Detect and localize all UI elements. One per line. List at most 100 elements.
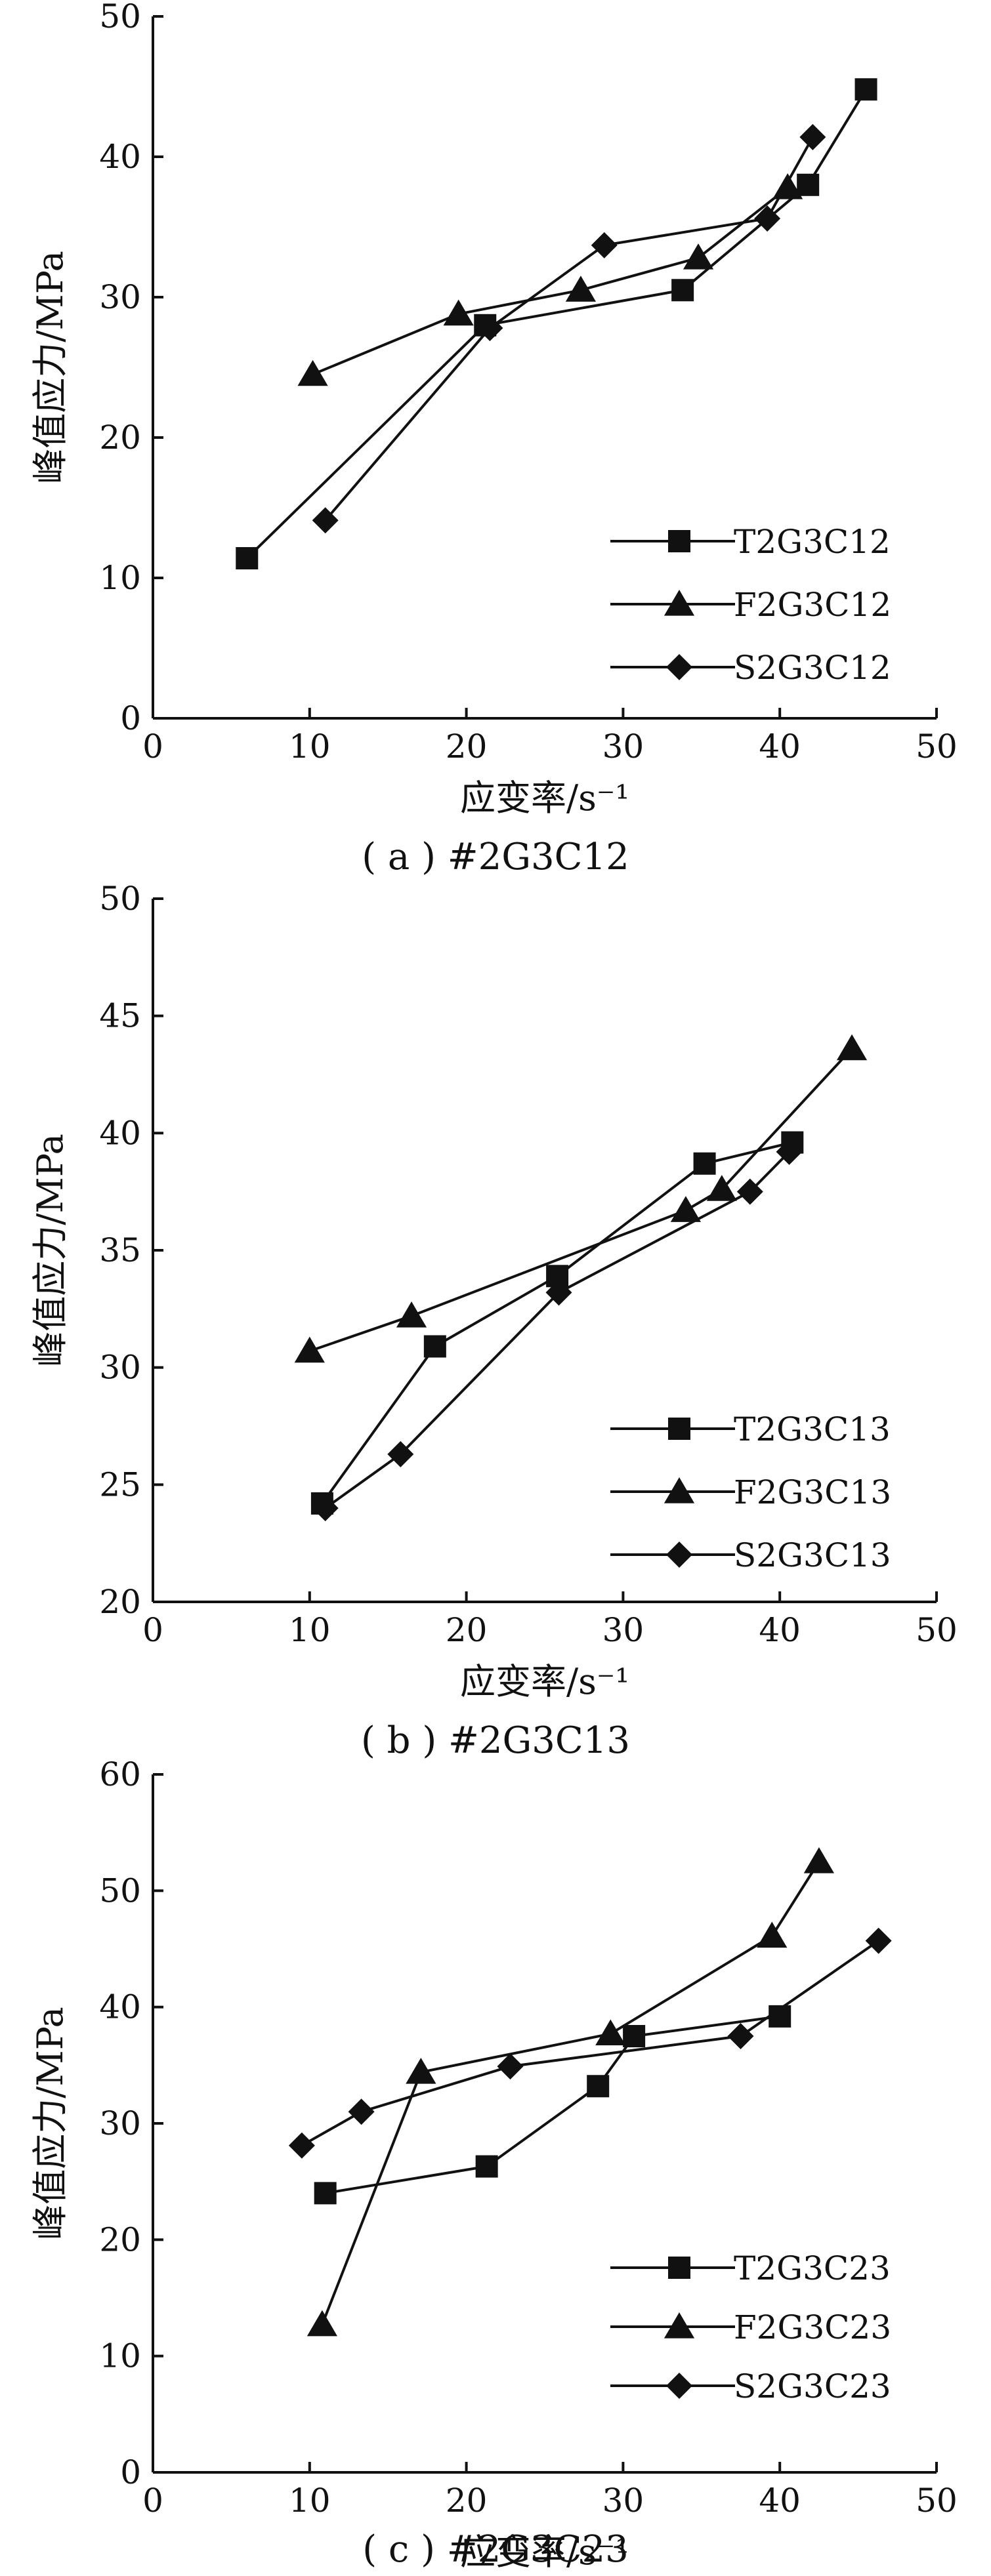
panel-a-legend: T2G3C12 F2G3C12 S2G3C12 <box>610 523 891 687</box>
panel-a-x-axis-title: 应变率/s⁻¹ <box>460 777 629 819</box>
panel-c-legend: T2G3C23 F2G3C23 S2G3C23 <box>610 2249 891 2405</box>
panel-a-x-tick-label: 20 <box>446 727 488 766</box>
panel-b-y-tick-label: 20 <box>99 1583 141 1621</box>
panel-b-series-triangle-point <box>670 1196 702 1222</box>
chart-panel-b: ( b ) #2G3C13 0 10 20 30 40 50 20 25 30 35 40 45 50 应… <box>30 880 958 1762</box>
panel-c-y-tick-label: 10 <box>99 2337 141 2375</box>
panel-c-x-axis-title: 应变率/s⁻¹ <box>460 2531 629 2573</box>
panel-b-x-tick-label: 30 <box>602 1611 644 1649</box>
panel-a-caption: ( a ) #2G3C12 <box>362 836 629 878</box>
panel-a-series-triangle-point <box>565 276 597 302</box>
panel-c-series-square-point <box>587 2075 610 2098</box>
panel-b-series-diamond-point <box>312 1495 339 1522</box>
panel-a-series-diamond-point <box>312 507 339 534</box>
panel-b-series-triangle-point <box>294 1336 325 1363</box>
panel-c-y-axis-title: 峰值应力/MPa <box>30 2007 71 2240</box>
panel-a-legend-label: T2G3C12 <box>734 523 891 561</box>
panel-c-legend-label: F2G3C23 <box>734 2308 891 2346</box>
panel-c-series-triangle-point <box>406 2057 436 2084</box>
panel-c-legend-marker <box>666 2373 692 2399</box>
panel-a-series-diamond-point <box>799 124 826 151</box>
panel-a-y-tick-label: 0 <box>120 699 141 737</box>
panel-a-series-triangle-point <box>297 359 328 386</box>
panel-b-y-tick-label: 45 <box>99 997 141 1035</box>
panel-b-series-square-point <box>423 1335 446 1358</box>
panel-b-y-axis-title: 峰值应力/MPa <box>30 1134 71 1367</box>
chart-panel-a: ( a ) #2G3C12 0 10 20 30 40 50 0 10 20 30 40 50 应变率/… <box>30 0 958 878</box>
panel-a-series-square-point <box>854 78 877 101</box>
panel-a-y-axis-title: 峰值应力/MPa <box>30 251 71 484</box>
panel-a-y-tick-label: 30 <box>99 278 141 316</box>
panel-a-legend-marker <box>664 590 695 616</box>
panel-b-series-square-point <box>693 1152 716 1175</box>
panel-a-y-tick-label: 50 <box>99 0 141 35</box>
panel-c-y-tick-label: 60 <box>99 1755 141 1793</box>
panel-b-legend-marker <box>668 1418 690 1440</box>
panel-c-x-tick-label: 50 <box>916 2482 958 2520</box>
panel-a-legend-marker <box>668 530 690 552</box>
panel-b-series-diamond-point <box>776 1138 803 1165</box>
panel-b-x-tick-label: 40 <box>759 1611 801 1649</box>
panel-b-series-triangle-point <box>706 1175 737 1201</box>
panel-c-series-diamond-point <box>288 2132 315 2159</box>
panel-c-legend-marker <box>664 2312 695 2339</box>
panel-b-x-axis-title: 应变率/s⁻¹ <box>460 1661 629 1702</box>
panel-b-x-tick-label: 10 <box>289 1611 331 1649</box>
panel-a-legend-label: F2G3C12 <box>734 586 891 624</box>
panel-a-legend-label: S2G3C12 <box>734 649 891 687</box>
panel-b-series-triangle-point <box>836 1034 868 1061</box>
panel-b-legend-label: T2G3C13 <box>734 1410 891 1448</box>
panel-b-x-tick-label: 20 <box>446 1611 488 1649</box>
panel-c-series-triangle-point <box>306 2310 338 2337</box>
panel-b-legend-marker <box>666 1542 692 1568</box>
panel-a-x-tick-label: 0 <box>142 727 163 766</box>
panel-c-y-tick-label: 40 <box>99 1988 141 2026</box>
panel-a-series-triangle-point <box>443 299 474 326</box>
panel-c-legend-marker <box>668 2257 690 2279</box>
panel-c-caption: ( c ) #2G3C23 <box>362 2528 628 2571</box>
panel-b-legend-marker <box>664 1477 695 1503</box>
panel-b-x-tick-label: 50 <box>916 1611 958 1649</box>
panel-c-series-square-point <box>623 2025 646 2047</box>
panel-a-x-tick-label: 30 <box>602 727 644 766</box>
panel-c-x-tick-label: 20 <box>446 2482 488 2520</box>
panel-c-series-diamond-point <box>497 2053 524 2080</box>
panel-c-y-tick-label: 50 <box>99 1871 141 1910</box>
panel-a-x-tick-label: 40 <box>759 727 801 766</box>
panel-c-y-tick-label: 0 <box>120 2453 141 2491</box>
panel-c-x-tick-label: 0 <box>142 2482 163 2520</box>
panel-c-y-tick-label: 20 <box>99 2220 141 2259</box>
panel-b-y-tick-label: 40 <box>99 1114 141 1152</box>
panel-a-x-tick-label: 50 <box>916 727 958 766</box>
panel-b-legend-label: S2G3C13 <box>734 1536 891 1574</box>
panel-a-y-tick-label: 40 <box>99 138 141 176</box>
panel-c-series-triangle-point <box>595 2019 626 2046</box>
panel-a-series-square-point <box>236 547 259 570</box>
panel-c-series-square-point <box>475 2155 498 2178</box>
panel-c-series-triangle-point <box>803 1847 834 1873</box>
panel-b-series-diamond-point <box>545 1279 572 1306</box>
panel-a-series-diamond-point <box>754 205 781 232</box>
panel-a-x-tick-label: 10 <box>289 727 331 766</box>
panel-c-y-tick-label: 30 <box>99 2104 141 2142</box>
panel-c-series-square-point <box>314 2182 337 2205</box>
panel-b-y-tick-label: 35 <box>99 1231 141 1269</box>
panel-c-x-tick-label: 40 <box>759 2482 801 2520</box>
panel-b-y-tick-label: 50 <box>99 880 141 918</box>
panel-a-y-tick-label: 20 <box>99 419 141 457</box>
panel-b-caption: ( b ) #2G3C13 <box>361 1719 630 1762</box>
panel-a-series-square-point <box>797 173 820 196</box>
panel-c-series-diamond-point <box>865 1927 892 1954</box>
panel-a-series-square-point <box>671 279 694 302</box>
panel-b-series-triangle-point <box>396 1301 427 1328</box>
panel-a-y-tick-label: 10 <box>99 559 141 597</box>
panel-b-series-diamond-point <box>387 1441 414 1467</box>
panel-a-series-triangle-point <box>683 243 714 270</box>
panel-c-x-tick-label: 30 <box>602 2482 644 2520</box>
panel-b-legend: T2G3C13 F2G3C13 S2G3C13 <box>610 1410 891 1574</box>
panel-c-series-triangle-point <box>757 1921 788 1948</box>
panel-b-series-diamond-point <box>736 1178 763 1205</box>
panel-b-legend-label: F2G3C13 <box>734 1473 891 1511</box>
